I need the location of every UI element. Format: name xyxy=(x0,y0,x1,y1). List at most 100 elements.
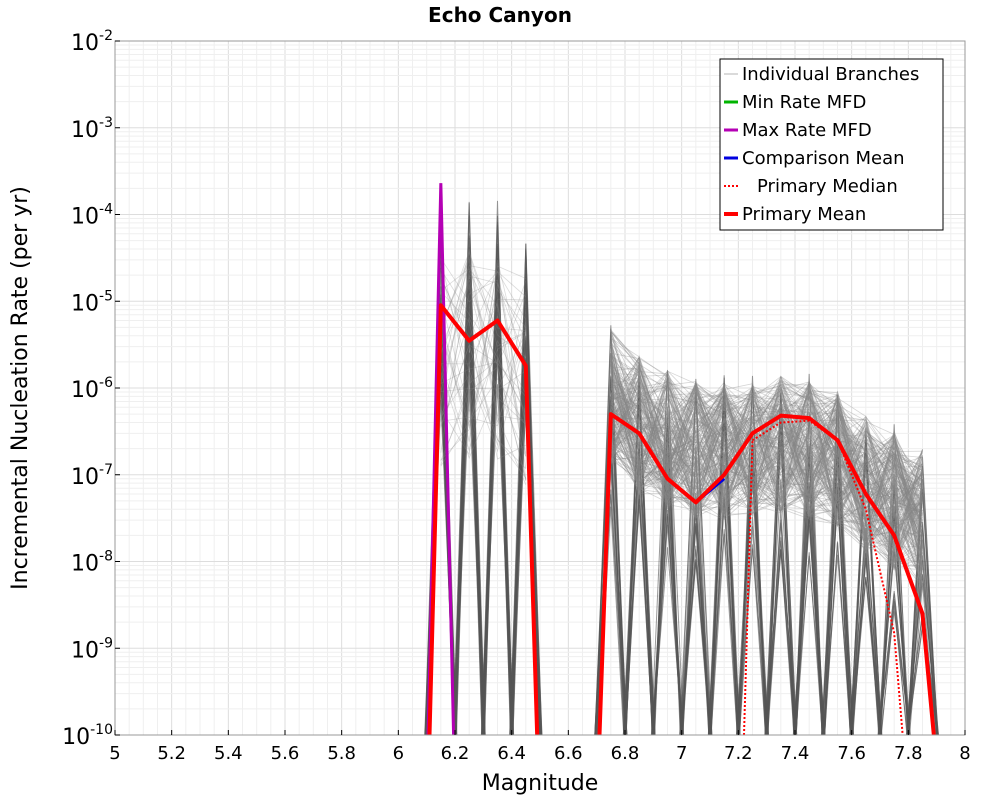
branch-curve xyxy=(610,392,923,536)
branch-spike xyxy=(453,352,485,736)
branch-curve xyxy=(440,278,527,481)
branch-spike xyxy=(821,395,854,736)
primary-mean-line xyxy=(427,303,540,736)
branch-curve xyxy=(610,395,923,540)
branch-spike xyxy=(822,501,853,736)
branch-curve xyxy=(610,381,923,549)
branch-curve xyxy=(610,367,923,570)
branch-curve xyxy=(610,383,923,539)
branch-curve xyxy=(610,330,923,506)
y-tick-label: 10-10 xyxy=(62,722,113,750)
branch-curve xyxy=(610,377,923,520)
branch-curve xyxy=(610,428,923,542)
branch-curve xyxy=(610,364,923,580)
x-tick-label: 6.6 xyxy=(554,743,583,764)
branch-curve xyxy=(610,385,923,533)
x-tick-label: 6 xyxy=(393,743,404,764)
primary-mean-line xyxy=(597,412,936,736)
branch-curve xyxy=(440,321,527,427)
branch-curve xyxy=(610,354,923,535)
y-tick-base: 10 xyxy=(71,552,99,577)
branch-curve xyxy=(610,391,923,550)
branch-curve xyxy=(610,378,923,529)
branch-curve xyxy=(610,355,923,548)
branch-curve xyxy=(610,353,923,522)
branch-curve xyxy=(440,283,527,426)
branch-curve xyxy=(610,401,923,504)
branch-spike xyxy=(908,523,937,736)
branch-curve xyxy=(610,364,923,555)
branch-curve xyxy=(610,396,923,534)
branch-spike xyxy=(766,509,796,736)
branch-curve xyxy=(610,364,923,584)
branch-curve xyxy=(610,438,923,572)
branch-curve xyxy=(440,276,527,479)
branch-spike xyxy=(822,415,853,736)
x-axis-label: Magnitude xyxy=(482,771,599,796)
y-tick-label: 10-9 xyxy=(71,635,113,663)
branch-curve xyxy=(440,291,527,461)
branch-curve xyxy=(610,357,923,547)
y-tick-exponent: -9 xyxy=(99,635,113,651)
branch-spike xyxy=(594,375,627,736)
y-axis-label: Incremental Nucleation Rate (per yr) xyxy=(8,186,33,590)
legend-label: Min Rate MFD xyxy=(742,92,866,113)
branch-curve xyxy=(610,373,923,549)
y-tick-exponent: -4 xyxy=(99,202,113,218)
branch-spike xyxy=(878,591,910,736)
branch-curve xyxy=(610,382,923,507)
branch-curve xyxy=(440,260,527,392)
branch-curve xyxy=(610,356,923,588)
branch-curve xyxy=(610,364,923,556)
y-tick-base: 10 xyxy=(71,378,99,403)
branch-curve xyxy=(610,352,923,527)
branch-curve xyxy=(610,388,923,542)
branch-curve xyxy=(610,367,923,585)
branch-curve xyxy=(610,385,923,527)
branch-curve xyxy=(610,343,923,539)
branch-spike xyxy=(709,414,740,736)
y-tick-base: 10 xyxy=(71,31,99,56)
branch-curve xyxy=(610,375,923,537)
branch-curve xyxy=(610,344,923,538)
branch-spike xyxy=(481,225,514,736)
branch-curve xyxy=(610,389,923,570)
branch-spike xyxy=(793,481,826,736)
branch-curve xyxy=(610,346,923,564)
branch-curve xyxy=(610,375,923,525)
branch-curve xyxy=(610,372,923,508)
branch-curve xyxy=(610,356,923,527)
branch-curve xyxy=(610,362,923,486)
branch-curve xyxy=(610,400,923,543)
branch-curve xyxy=(610,332,923,554)
branch-curve xyxy=(610,363,923,560)
branch-curve xyxy=(610,330,923,552)
y-tick-exponent: -10 xyxy=(90,722,113,738)
legend-box xyxy=(719,58,944,231)
branch-curve xyxy=(610,355,923,555)
branch-spike xyxy=(682,511,710,736)
branch-curve xyxy=(610,403,923,562)
branch-curve xyxy=(610,337,923,515)
branch-curve xyxy=(440,280,527,384)
branch-curve xyxy=(610,390,923,549)
branch-curve xyxy=(440,294,527,446)
branch-spike xyxy=(907,555,938,736)
x-tick-label: 7 xyxy=(676,743,687,764)
branch-curve xyxy=(440,258,527,423)
branch-spike xyxy=(625,455,653,736)
branch-curve xyxy=(610,381,923,534)
y-tick-exponent: -6 xyxy=(99,375,113,391)
branch-curve xyxy=(610,370,923,551)
branch-curve xyxy=(610,384,923,533)
y-tick-label: 10-5 xyxy=(71,288,113,316)
branch-curve xyxy=(610,359,923,543)
legend: Individual Branches Min Rate MFD Max Rate … xyxy=(719,58,944,231)
x-tick-label: 6.4 xyxy=(497,743,526,764)
branch-spike xyxy=(851,515,881,736)
branch-spike xyxy=(453,235,485,736)
branch-spike xyxy=(907,457,938,736)
branch-spike xyxy=(794,373,824,736)
branch-curve xyxy=(610,333,923,519)
